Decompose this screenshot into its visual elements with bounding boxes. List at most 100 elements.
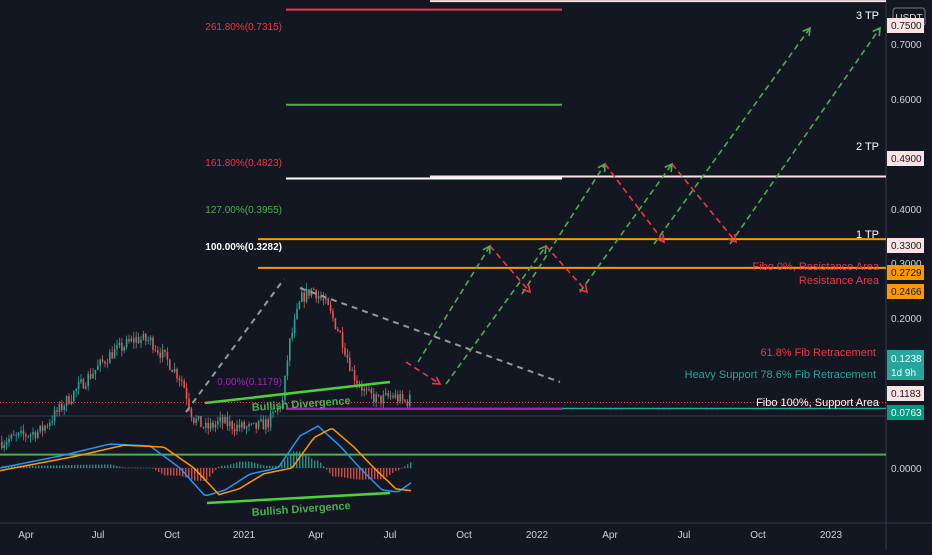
candle-body xyxy=(68,396,70,404)
macd-histogram-bar xyxy=(290,453,292,468)
candle-body xyxy=(75,388,77,392)
candle-body xyxy=(250,423,253,425)
macd-histogram-bar xyxy=(383,468,385,479)
target-badge xyxy=(887,238,924,253)
macd-histogram-bar xyxy=(179,468,181,476)
candle-body xyxy=(397,394,399,402)
macd-histogram-bar xyxy=(74,464,76,468)
candle-body xyxy=(274,410,277,413)
candle-body xyxy=(315,289,317,299)
candle-body xyxy=(269,413,272,428)
current-price-text: 0.1238 xyxy=(891,354,922,365)
macd-histogram-bar xyxy=(113,465,115,468)
level-label: Heavy Support 78.6% Fib Retracement xyxy=(685,369,876,381)
current-price-badge xyxy=(887,350,924,380)
candle-body xyxy=(322,298,325,301)
candle-body xyxy=(15,435,17,436)
candle-body xyxy=(229,421,231,427)
candle-body xyxy=(63,406,65,410)
time-tick: Oct xyxy=(164,530,180,541)
time-tick: Oct xyxy=(456,530,472,541)
projection-up-path xyxy=(417,245,491,363)
macd-histogram-bar xyxy=(128,467,130,469)
macd-histogram-bar xyxy=(248,461,250,468)
macd-histogram-bar xyxy=(410,462,412,468)
candle-body xyxy=(171,369,173,373)
candle-body xyxy=(1,441,3,449)
macd-histogram-bar xyxy=(182,468,184,477)
candle-body xyxy=(406,401,409,406)
candle-body xyxy=(85,386,87,389)
candle-body xyxy=(121,342,123,351)
macd-histogram-bar xyxy=(242,461,244,468)
candle-body xyxy=(291,333,293,339)
candle-body xyxy=(130,338,133,342)
macd-histogram-bar xyxy=(83,464,85,468)
macd-histogram-bar xyxy=(314,460,316,468)
macd-histogram-bar xyxy=(401,468,403,469)
macd-histogram-bar xyxy=(266,465,268,468)
macd-histogram-bar xyxy=(89,464,91,468)
macd-histogram-bar xyxy=(44,465,46,468)
macd-histogram-bar xyxy=(308,456,310,468)
arrow-head xyxy=(522,283,532,294)
macd-zero-label: 0.0000 xyxy=(891,464,922,475)
level-badge xyxy=(887,386,924,401)
candle-body xyxy=(329,304,332,311)
candle-body xyxy=(147,340,149,342)
arrow-head xyxy=(656,233,665,244)
candle-body xyxy=(221,417,224,424)
macd-histogram-bar xyxy=(35,465,37,468)
macd-histogram-bar xyxy=(368,468,370,480)
macd-histogram-bar xyxy=(407,464,409,468)
candle-body xyxy=(61,403,63,410)
candle-body xyxy=(253,422,255,424)
macd-histogram-bar xyxy=(173,468,175,476)
candle-body xyxy=(65,396,68,407)
candle-body xyxy=(231,421,233,430)
candle-body xyxy=(20,430,22,433)
countdown-text: 1d 9h xyxy=(891,368,916,379)
candle-body xyxy=(37,431,39,439)
candle-body xyxy=(303,292,305,302)
macd-histogram-bar xyxy=(302,452,304,468)
candle-body xyxy=(284,375,286,400)
trend-line xyxy=(299,287,561,383)
macd-histogram-bar xyxy=(245,461,247,468)
time-tick: Oct xyxy=(750,530,766,541)
candle-body xyxy=(373,393,375,403)
macd-histogram-bar xyxy=(233,463,235,468)
fib-label: 261.80%(0.7315) xyxy=(205,22,282,33)
candle-body xyxy=(53,410,56,422)
candle-body xyxy=(214,424,217,428)
arrow-head xyxy=(872,26,881,37)
candle-body xyxy=(202,426,205,428)
candle-body xyxy=(233,429,236,432)
candle-body xyxy=(327,298,329,305)
candle-body xyxy=(181,380,183,382)
candle-body xyxy=(135,337,137,343)
candle-body xyxy=(363,388,365,391)
candle-body xyxy=(279,407,281,409)
macd-histogram-bar xyxy=(404,466,406,468)
macd-histogram-bar xyxy=(116,465,118,468)
candle-body xyxy=(236,424,238,432)
macd-histogram-bar xyxy=(287,456,289,468)
candle-body xyxy=(344,347,346,355)
candle-body xyxy=(58,403,61,412)
price-tick: 0.7000 xyxy=(891,40,922,51)
price-tick: 0.2000 xyxy=(891,314,922,325)
macd-histogram-bar xyxy=(80,464,82,468)
candle-body xyxy=(169,359,171,370)
macd-histogram-bar xyxy=(386,468,388,477)
level-badge xyxy=(887,284,924,299)
candle-body xyxy=(92,373,94,379)
candle-body xyxy=(241,422,243,428)
macd-histogram-bar xyxy=(239,461,241,468)
candle-body xyxy=(140,339,142,344)
macd-histogram-bar xyxy=(185,468,187,478)
macd-histogram-bar xyxy=(191,468,193,480)
candles-layer xyxy=(1,282,411,452)
